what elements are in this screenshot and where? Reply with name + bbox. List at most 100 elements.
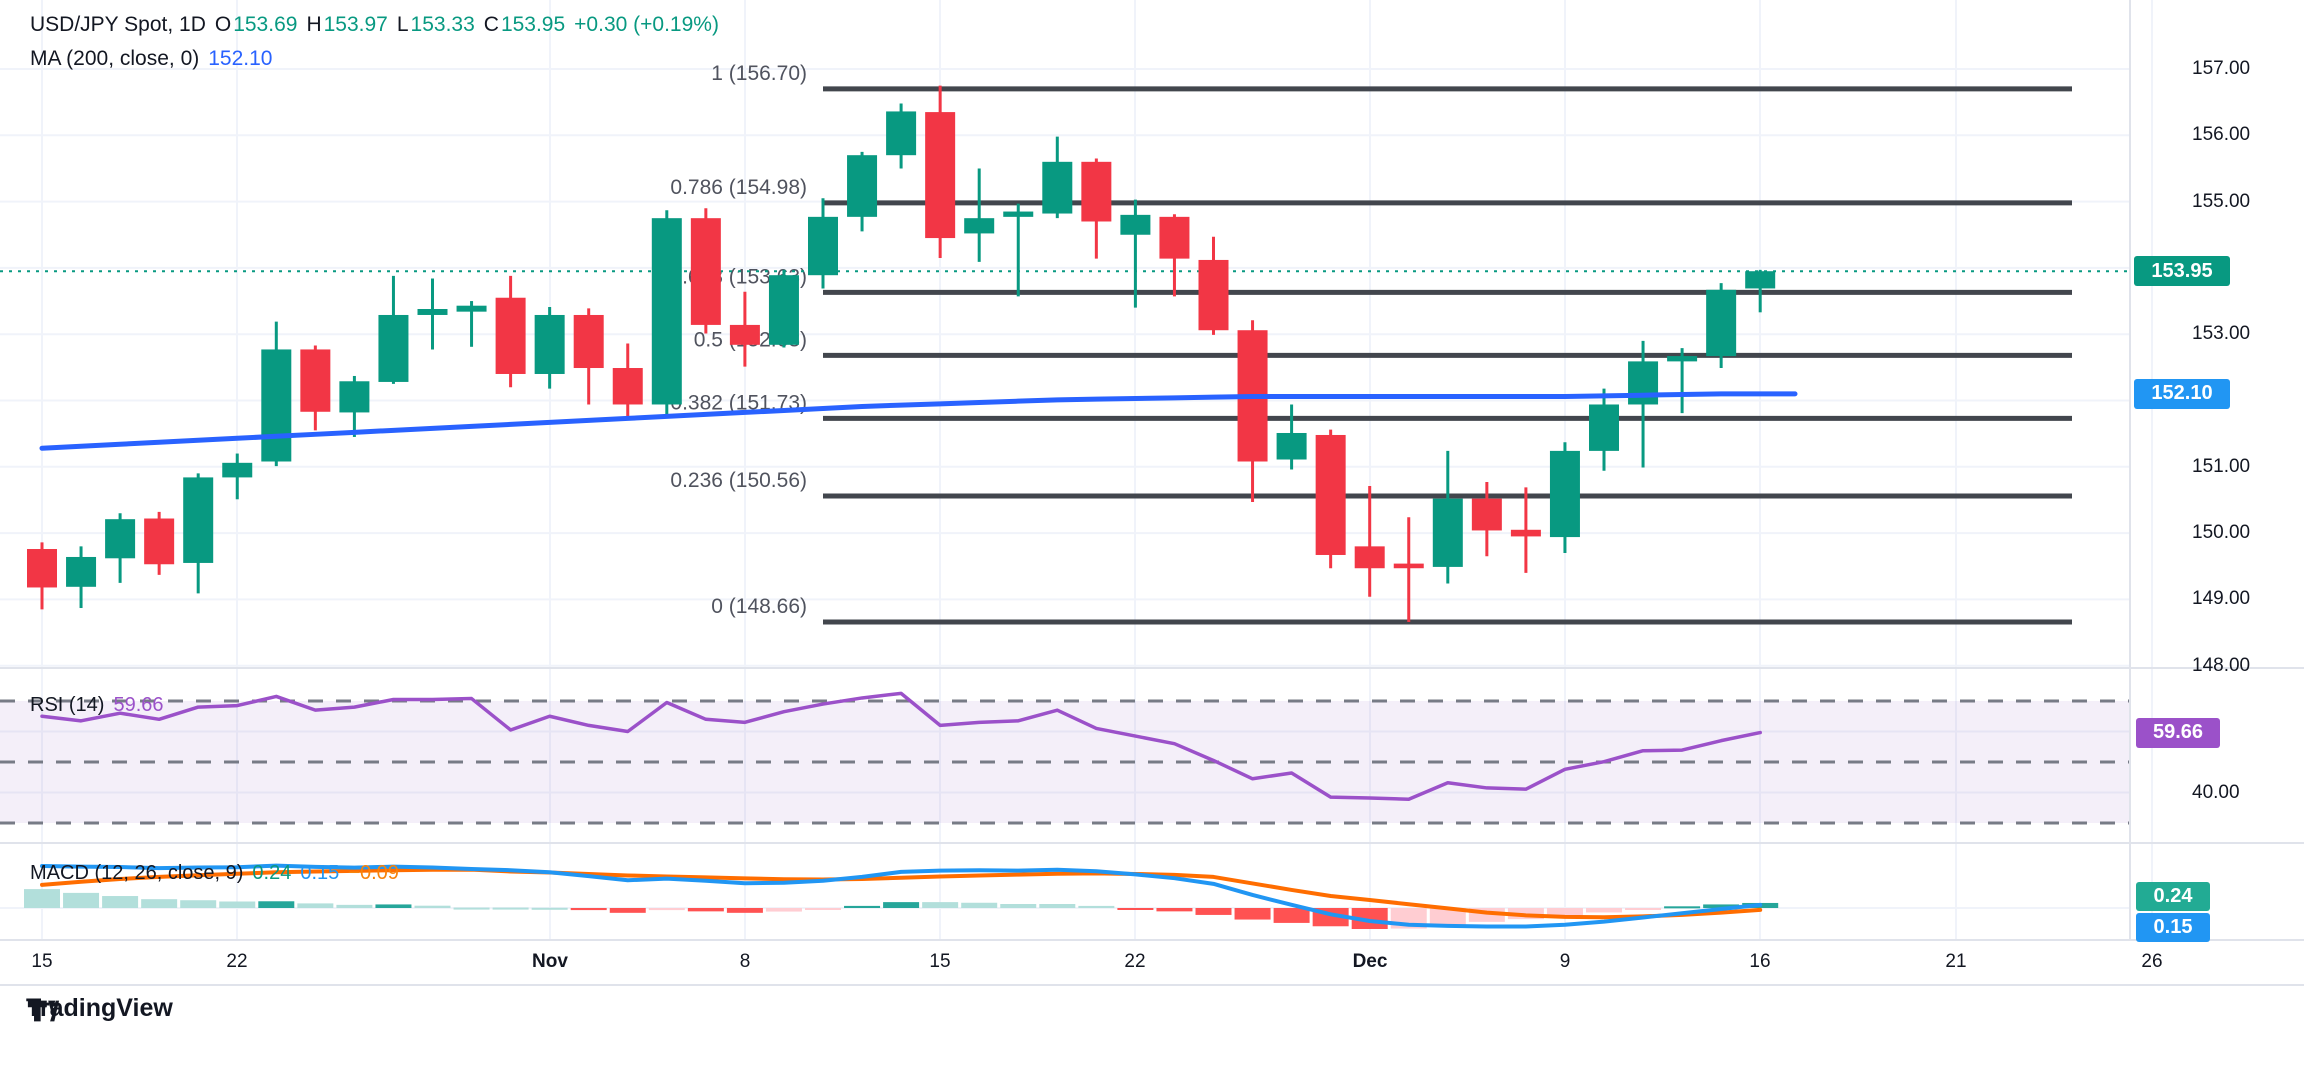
candle-body: [1549, 450, 1580, 538]
macd-hist-bar: [141, 899, 178, 908]
macd-hist-bar: [726, 908, 763, 913]
low-label: L: [396, 13, 409, 36]
candle-body: [495, 297, 526, 374]
time-tick-21: 21: [1945, 951, 1967, 972]
candle-body: [1315, 434, 1346, 555]
macd-hist-bar: [1625, 908, 1662, 910]
macd-hist-bar: [883, 902, 920, 908]
price-tick: 153.00: [2192, 323, 2251, 345]
fib-label: 0.786 (154.98): [670, 176, 807, 199]
rsi-line: [40, 691, 1762, 801]
candle-body: [1276, 432, 1307, 460]
candle-body: [339, 381, 370, 413]
macd-hist-bar: [102, 896, 139, 908]
macd-hist-bar: [1586, 908, 1622, 913]
macd-hist-badge: 0.24: [2136, 882, 2210, 911]
macd-hist-value: 0.24: [252, 862, 292, 884]
ma-legend[interactable]: MA (200, close, 0) 152.10: [30, 47, 272, 71]
candle-body: [144, 518, 175, 565]
time-tick-22: 22: [226, 951, 248, 972]
close-value: 153.95: [500, 13, 566, 36]
candle-body: [1432, 498, 1463, 567]
candle-body: [1745, 271, 1776, 289]
macd-hist-bar: [961, 902, 998, 908]
macd-hist-bar: [1234, 908, 1271, 920]
rsi-label: RSI (14): [30, 694, 105, 716]
rsi-tick: 40.00: [2192, 781, 2240, 803]
candle-body: [183, 477, 214, 563]
macd-hist-bar: [1546, 908, 1583, 916]
rsi-pane: [0, 691, 2130, 825]
candle-body: [964, 218, 995, 234]
candle-body: [456, 305, 487, 312]
rsi-value: 59.66: [113, 694, 164, 716]
last-price-badge: 153.95: [2134, 256, 2230, 287]
macd-hist-bar: [63, 892, 100, 908]
price-tick: 151.00: [2192, 455, 2251, 477]
open-value: 153.69: [233, 13, 298, 36]
price-tick: 156.00: [2192, 124, 2251, 146]
price-tick: 155.00: [2192, 190, 2251, 212]
macd-hist-bar: [570, 908, 607, 911]
macd-hist-bar: [180, 900, 217, 908]
candle-body: [1198, 259, 1229, 331]
macd-label: MACD (12, 26, close, 9): [30, 862, 244, 884]
candle-body: [768, 275, 799, 345]
candle-body: [1589, 404, 1619, 451]
candle-body: [27, 549, 57, 588]
candle-body: [1081, 161, 1112, 222]
time-tick-Nov: Nov: [532, 951, 568, 972]
macd-hist-bar: [687, 908, 724, 912]
candle-body: [573, 314, 604, 369]
panel-separators: [0, 0, 2304, 986]
high-value: 153.97: [323, 13, 388, 36]
candle-body: [847, 155, 878, 217]
candle-body: [222, 462, 253, 478]
ma-label: MA (200, close, 0): [30, 47, 200, 70]
tradingview-logo[interactable]: TradingView: [26, 994, 173, 1023]
macd-hist-bar: [1273, 908, 1310, 923]
macd-hist-bar: [1000, 904, 1037, 908]
candle-body: [651, 218, 682, 405]
macd-hist-bar: [258, 901, 295, 908]
macd-hist-bar: [297, 903, 334, 908]
candle-body: [808, 216, 838, 276]
time-tick-9: 9: [1559, 951, 1571, 972]
candle-body: [1706, 289, 1737, 357]
fib-label: 1 (156.70): [711, 62, 807, 85]
candle-body: [300, 349, 331, 412]
macd-hist-bar: [414, 905, 451, 908]
candle-body: [66, 556, 97, 587]
candle-body: [729, 324, 760, 345]
time-tick-16: 16: [1749, 951, 1771, 972]
candle-body: [1042, 161, 1073, 214]
candle-body: [1471, 498, 1502, 531]
macd-hist-bar: [1117, 908, 1154, 910]
candle-body: [1628, 361, 1659, 405]
fib-label: 0.236 (150.56): [670, 469, 807, 492]
macd-line-value: 0.15: [300, 862, 340, 884]
candle-body: [1667, 356, 1698, 362]
high-label: H: [306, 13, 322, 36]
macd-signal-value: −0.09: [348, 862, 399, 884]
ma200-line: [39, 391, 1798, 451]
change-value: +0.30 (+0.19%): [574, 13, 719, 36]
macd-hist-bar: [492, 907, 529, 910]
rsi-legend[interactable]: RSI (14) 59.66: [30, 694, 164, 717]
macd-hist-bar: [24, 889, 60, 908]
candle-body: [534, 314, 565, 374]
time-tick-22: 22: [1124, 951, 1146, 972]
candle-body: [690, 218, 721, 325]
symbol-title: USD/JPY Spot, 1D: [30, 13, 206, 36]
macd-hist-bar: [1195, 908, 1232, 915]
macd-legend[interactable]: MACD (12, 26, close, 9) 0.24 0.15 −0.09: [30, 862, 399, 885]
macd-hist-bar: [765, 908, 802, 912]
price-tick: 148.00: [2192, 654, 2251, 676]
macd-hist-bar: [844, 905, 881, 908]
macd-signal-line: [40, 867, 1763, 920]
candle-body: [1003, 211, 1034, 217]
fib-label: 0 (148.66): [711, 595, 807, 618]
symbol-legend[interactable]: USD/JPY Spot, 1D O 153.69 H 153.97 L 153.33…: [30, 13, 719, 37]
